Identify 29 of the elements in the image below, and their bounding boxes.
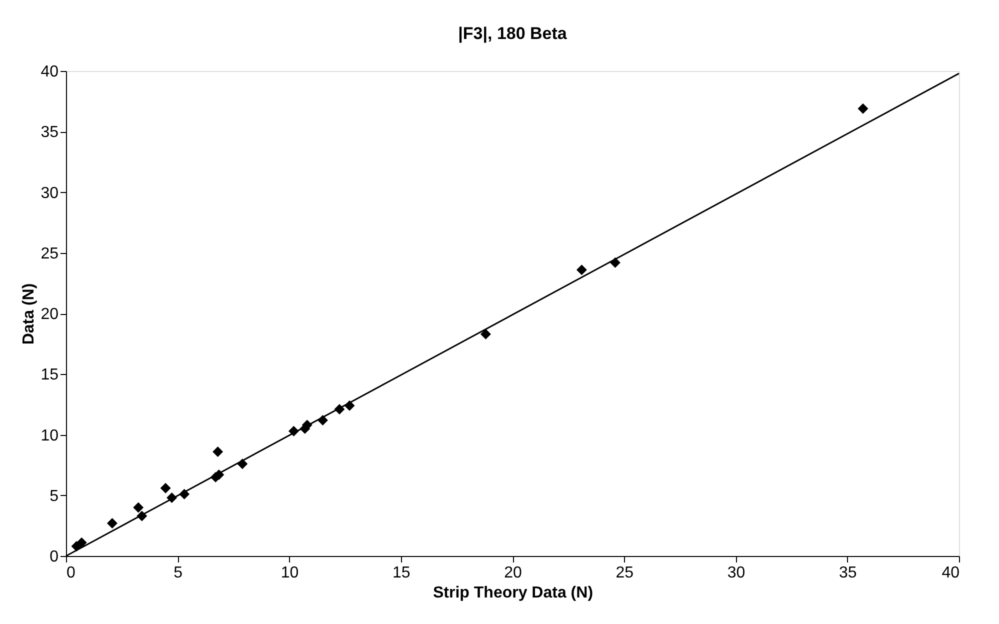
x-tick-label: 20 [504, 564, 522, 582]
y-tick-label: 35 [40, 124, 59, 142]
x-tick-label: 40 [942, 564, 960, 582]
y-axis-title: Data (N) [20, 283, 38, 345]
y-tick-label: 5 [50, 488, 59, 505]
x-tick-label: 30 [727, 564, 746, 582]
point [133, 502, 144, 513]
x-axis-title: Strip Theory Data (N) [432, 584, 594, 602]
y-tick-label: 10 [40, 427, 59, 444]
chart-title: |F3|, 180 Beta [458, 24, 568, 43]
point [480, 328, 491, 340]
x-tick-label: 35 [838, 564, 857, 582]
point [576, 264, 587, 276]
point [212, 446, 224, 457]
y-tick-label: 20 [40, 306, 59, 323]
point [858, 103, 868, 114]
x-tick-label: 25 [616, 564, 634, 582]
point [106, 518, 118, 529]
y-tick-label: 40 [40, 64, 59, 80]
x-tick-label: 10 [280, 564, 299, 582]
x-tick-label: 5 [174, 564, 183, 582]
y-tick-label: 0 [50, 548, 59, 566]
y-tick-label: 30 [40, 184, 59, 202]
point [76, 537, 87, 548]
point [160, 482, 171, 494]
x-tick-label: 15 [392, 564, 410, 582]
y-tick-label: 25 [40, 245, 59, 262]
x-tick-label: 0 [66, 564, 76, 582]
y-tick-label: 15 [40, 366, 59, 384]
